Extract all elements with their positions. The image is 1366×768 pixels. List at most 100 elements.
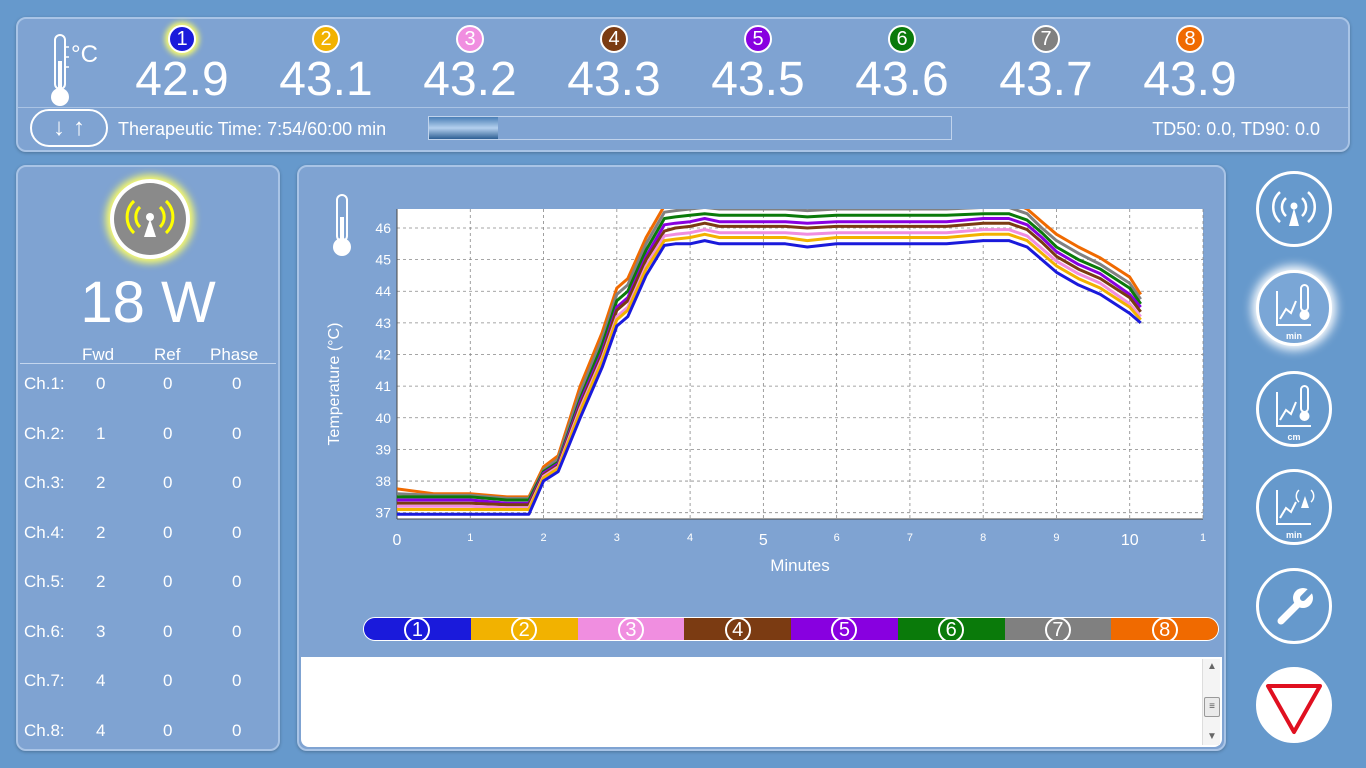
- power-value: 18 W: [80, 270, 216, 335]
- sensor-value: 43.7: [999, 53, 1093, 106]
- x-tick-label: 7: [907, 532, 913, 544]
- sensor-value: 43.2: [423, 53, 517, 106]
- sensor-badge: 2: [312, 25, 340, 53]
- strip-segment-5[interactable]: 5: [791, 618, 898, 640]
- x-tick-label: 5: [759, 532, 768, 549]
- channel-1-label: Ch.1:: [24, 374, 65, 393]
- log-area[interactable]: ▲ ≡ ▼: [301, 657, 1222, 747]
- scroll-down-icon[interactable]: ▼: [1207, 731, 1217, 742]
- strip-segment-6[interactable]: 6: [897, 618, 1005, 640]
- series-line-7: [397, 209, 1142, 500]
- sensor-reading-3[interactable]: 3 43.2: [410, 25, 530, 105]
- x-tick-label: 1: [1200, 532, 1206, 544]
- stop-button[interactable]: [1256, 667, 1332, 743]
- sensor-reading-5[interactable]: 5 43.5: [698, 25, 818, 105]
- sensor-badge: 7: [1032, 25, 1060, 53]
- sensor-value: 43.1: [279, 53, 373, 106]
- sensor-color-strip: 1 2 3 4 5 6 7 8: [363, 617, 1219, 641]
- therapeutic-time-label: Therapeutic Time: 7:54/60:00 min: [118, 119, 387, 139]
- col-fwd: Fwd: [82, 345, 115, 364]
- temperature-depth-chart-button[interactable]: cm: [1256, 371, 1332, 447]
- channel-7-phase: 0: [232, 671, 242, 690]
- channel-7-ref: 0: [163, 671, 173, 690]
- x-tick-label: 9: [1053, 532, 1059, 544]
- channel-6-label: Ch.6:: [24, 621, 65, 641]
- sensor-badge: 3: [456, 25, 484, 53]
- strip-segment-1[interactable]: 1: [364, 618, 471, 640]
- strip-segment-2[interactable]: 2: [470, 618, 578, 640]
- temperature-unit: °C: [71, 41, 98, 68]
- x-tick-label: 4: [687, 532, 693, 544]
- x-tick-label: 0: [393, 532, 402, 549]
- col-ref: Ref: [154, 345, 181, 364]
- scroll-thumb[interactable]: ≡: [1204, 697, 1220, 717]
- sensor-value: 43.9: [1143, 53, 1237, 106]
- sensor-badge: 1: [168, 25, 196, 53]
- channel-4-ref: 0: [163, 522, 173, 542]
- x-tick-label: 10: [1121, 532, 1139, 549]
- channel-6-fwd: 3: [96, 621, 106, 641]
- min-sublabel: min: [1286, 530, 1302, 540]
- sensor-reading-6[interactable]: 6 43.6: [842, 25, 962, 105]
- channel-3-ref: 0: [163, 473, 173, 492]
- y-tick-label: 39: [375, 441, 391, 457]
- cm-sublabel: cm: [1287, 432, 1300, 442]
- plot-area: [397, 209, 1203, 519]
- power-panel: 18 W Fwd Ref Phase Ch.1: 0 0 0 Ch.2: 1 0 0 Ch.3:…: [16, 165, 280, 751]
- channel-1-phase: 0: [232, 374, 242, 393]
- antenna-icon: [114, 183, 186, 255]
- sensor-reading-4[interactable]: 4 43.3: [554, 25, 674, 105]
- y-tick-label: 38: [375, 473, 391, 489]
- sensor-reading-1[interactable]: 1 42.9: [122, 25, 242, 105]
- wrench-icon: [1277, 585, 1316, 625]
- rf-antenna-button[interactable]: [1256, 171, 1332, 247]
- channel-4-fwd: 2: [96, 522, 106, 542]
- x-tick-label: 2: [540, 532, 546, 544]
- sort-arrows-button[interactable]: ↓↑: [30, 109, 108, 147]
- channel-8-phase: 0: [232, 720, 242, 740]
- sensor-badge: 5: [744, 25, 772, 53]
- sensor-reading-8[interactable]: 8 43.9: [1130, 25, 1250, 105]
- arrow-down-icon: ↓: [53, 114, 73, 141]
- channel-4-label: Ch.4:: [24, 522, 65, 542]
- strip-number: 2: [511, 618, 538, 640]
- x-tick-label: 6: [834, 532, 840, 544]
- strip-number: 3: [617, 618, 644, 640]
- channel-1-fwd: 0: [96, 374, 106, 393]
- y-tick-label: 42: [375, 347, 391, 363]
- x-axis-label: Minutes: [770, 556, 830, 575]
- rf-power-button[interactable]: [110, 179, 190, 259]
- y-tick-label: 37: [375, 505, 391, 521]
- sensor-value: 43.3: [567, 53, 661, 106]
- chart-panel: 37 38 39 40 41 42 43 44 45 46 0 1 2 3 4 5 6 7 8 9 10 1 Minutes…: [297, 165, 1226, 751]
- strip-number: 1: [404, 618, 431, 640]
- scroll-up-icon[interactable]: ▲: [1207, 661, 1217, 672]
- temperature-time-chart-button[interactable]: min: [1256, 270, 1332, 346]
- min-sublabel: min: [1286, 331, 1302, 341]
- sensor-value: 42.9: [135, 53, 229, 106]
- channel-2-ref: 0: [163, 423, 173, 443]
- channel-6-ref: 0: [163, 621, 173, 641]
- strip-number: 4: [724, 618, 751, 640]
- series-line-2: [397, 232, 1142, 511]
- y-tick-label: 45: [375, 252, 391, 268]
- strip-segment-4[interactable]: 4: [684, 618, 791, 640]
- power-time-chart-button[interactable]: min: [1256, 469, 1332, 545]
- log-scrollbar[interactable]: ▲ ≡ ▼: [1202, 659, 1220, 745]
- channel-8-fwd: 4: [96, 720, 106, 740]
- sensor-value: 43.6: [855, 53, 949, 106]
- strip-segment-3[interactable]: 3: [577, 618, 685, 640]
- settings-button[interactable]: [1256, 568, 1332, 644]
- y-tick-label: 41: [375, 378, 391, 394]
- series-line-1: [397, 239, 1142, 516]
- sensor-reading-2[interactable]: 2 43.1: [266, 25, 386, 105]
- strip-number: 7: [1044, 618, 1071, 640]
- sensor-reading-7[interactable]: 7 43.7: [986, 25, 1106, 105]
- temperature-header-panel: °C 1 42.9 2 43.1 3 43.2 4 43.3 5 43.5 6 43.6 7 43.7 8 4…: [16, 17, 1350, 152]
- channel-6-phase: 0: [232, 621, 242, 641]
- temperature-time-chart-icon: min: [1276, 284, 1311, 341]
- strip-segment-7[interactable]: 7: [1004, 618, 1112, 640]
- table-divider: [20, 363, 276, 364]
- strip-segment-8[interactable]: 8: [1111, 618, 1218, 640]
